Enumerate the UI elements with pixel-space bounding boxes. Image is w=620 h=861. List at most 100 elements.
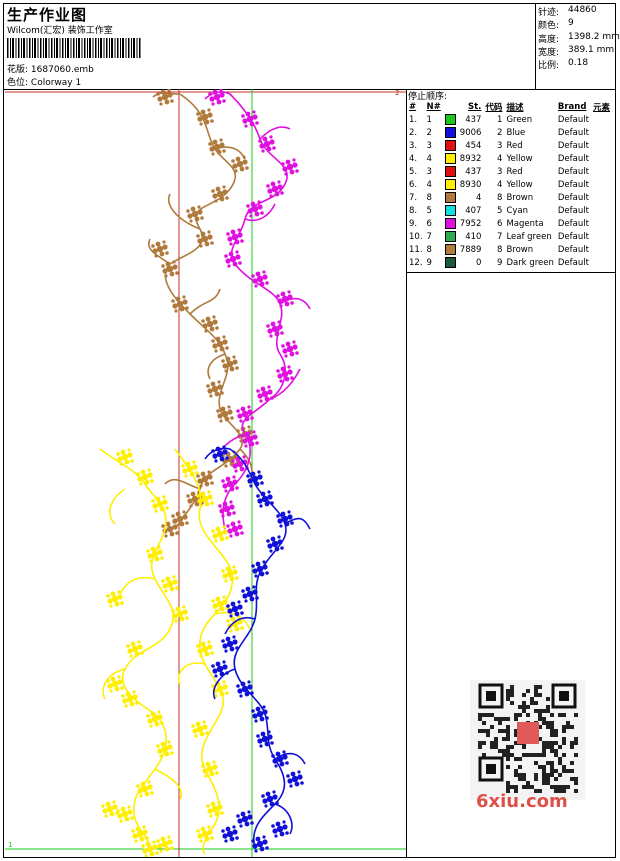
row-needle: 8 — [426, 244, 432, 255]
barcode — [7, 38, 141, 58]
col-description: 描述 — [506, 103, 524, 113]
row-stitches: 8932 — [459, 153, 482, 164]
col-element: 元素 — [592, 103, 610, 113]
design-label: 花版: — [7, 65, 29, 75]
table-row: 4. 4 8932 4 Yellow Default — [407, 152, 612, 165]
row-swatch — [443, 204, 458, 217]
row-brand: Default — [557, 244, 589, 255]
row-swatch — [443, 113, 458, 126]
row-needle: 2 — [426, 127, 432, 138]
row-element — [591, 178, 612, 191]
row-description: Dark green — [506, 257, 554, 268]
row-description: Green — [506, 114, 533, 125]
qr-code — [470, 680, 585, 800]
row-code: 6 — [497, 218, 503, 229]
row-stitches: 4 — [476, 192, 482, 203]
stop-sequence-table: # N# St. 代码 描述 Brand 元素 1. 1 437 1 Green Defa… — [407, 101, 612, 269]
table-row: 9. 6 7952 6 Magenta Default — [407, 217, 612, 230]
row-index: 10. — [409, 231, 423, 242]
row-swatch — [443, 243, 458, 256]
color-swatch — [444, 192, 456, 203]
row-element — [591, 243, 612, 256]
table-row: 6. 4 8930 4 Yellow Default — [407, 178, 612, 191]
row-element — [591, 217, 612, 230]
col-needle: N# — [426, 102, 441, 112]
row-index: 8. — [409, 205, 418, 216]
row-code: 4 — [497, 179, 503, 190]
row-index: 7. — [409, 192, 418, 203]
sequence-divider — [406, 272, 616, 273]
stat-label: 针迹: — [538, 8, 560, 18]
row-needle: 3 — [426, 140, 432, 151]
table-row: 2. 2 9006 2 Blue Default — [407, 126, 612, 139]
row-description: Red — [506, 166, 523, 177]
table-row: 1. 1 437 1 Green Default — [407, 113, 612, 126]
row-code: 3 — [497, 166, 503, 177]
row-swatch — [443, 126, 458, 139]
row-swatch — [443, 139, 458, 152]
stat-label: 高度: — [538, 35, 560, 45]
row-description: Brown — [506, 192, 534, 203]
row-swatch — [443, 178, 458, 191]
row-brand: Default — [557, 257, 589, 268]
color-swatch — [444, 179, 456, 190]
row-code: 3 — [497, 140, 503, 151]
row-swatch — [443, 217, 458, 230]
row-swatch — [443, 230, 458, 243]
row-index: 2. — [409, 127, 418, 138]
corner-marker-top: 2 — [395, 89, 399, 97]
table-header-row: # N# St. 代码 描述 Brand 元素 — [407, 101, 612, 113]
design-canvas: 2 1 — [5, 89, 406, 857]
row-needle: 3 — [426, 166, 432, 177]
row-code: 5 — [497, 205, 503, 216]
row-stitches: 410 — [465, 231, 482, 242]
row-index: 5. — [409, 166, 418, 177]
row-needle: 5 — [426, 205, 432, 216]
row-swatch — [443, 256, 458, 269]
row-needle: 9 — [426, 257, 432, 268]
color-swatch — [444, 114, 456, 125]
row-description: Red — [506, 140, 523, 151]
colorway-row: 色位: Colorway 1 — [7, 75, 81, 88]
row-stitches: 407 — [465, 205, 482, 216]
row-index: 12. — [409, 257, 423, 268]
color-swatch — [444, 244, 456, 255]
stats-divider — [535, 3, 536, 89]
table-row: 11. 8 7889 8 Brown Default — [407, 243, 612, 256]
page-frame — [3, 3, 616, 858]
row-needle: 7 — [426, 231, 432, 242]
col-stitches: St. — [468, 102, 482, 112]
row-swatch — [443, 165, 458, 178]
row-code: 8 — [497, 192, 503, 203]
stat-value: 0.18 — [568, 58, 589, 68]
row-needle: 4 — [426, 179, 432, 190]
table-row: 12. 9 0 9 Dark green Default — [407, 256, 612, 269]
col-brand: Brand — [557, 102, 587, 112]
stat-label: 颜色: — [538, 21, 560, 31]
color-swatch — [444, 257, 456, 268]
row-brand: Default — [557, 127, 589, 138]
table-row: 7. 8 4 8 Brown Default — [407, 191, 612, 204]
row-brand: Default — [557, 179, 589, 190]
color-swatch — [444, 140, 456, 151]
row-element — [591, 230, 612, 243]
row-brand: Default — [557, 218, 589, 229]
table-row: 10. 7 410 7 Leaf green Default — [407, 230, 612, 243]
stat-stitches: 针迹: 44860 — [538, 5, 597, 18]
stat-label: 宽度: — [538, 48, 560, 58]
table-row: 3. 3 454 3 Red Default — [407, 139, 612, 152]
color-swatch — [444, 153, 456, 164]
row-stitches: 0 — [476, 257, 482, 268]
row-element — [591, 152, 612, 165]
page-title: 生产作业图 — [7, 6, 88, 24]
stat-width: 宽度: 389.1 mm — [538, 45, 614, 58]
row-index: 9. — [409, 218, 418, 229]
row-code: 7 — [497, 231, 503, 242]
row-needle: 1 — [426, 114, 432, 125]
colorway-label: 色位: — [7, 78, 29, 88]
row-brand: Default — [557, 166, 589, 177]
row-code: 9 — [497, 257, 503, 268]
stat-value: 1398.2 mm — [568, 32, 620, 42]
stat-value: 9 — [568, 18, 574, 28]
header-divider — [3, 89, 616, 90]
